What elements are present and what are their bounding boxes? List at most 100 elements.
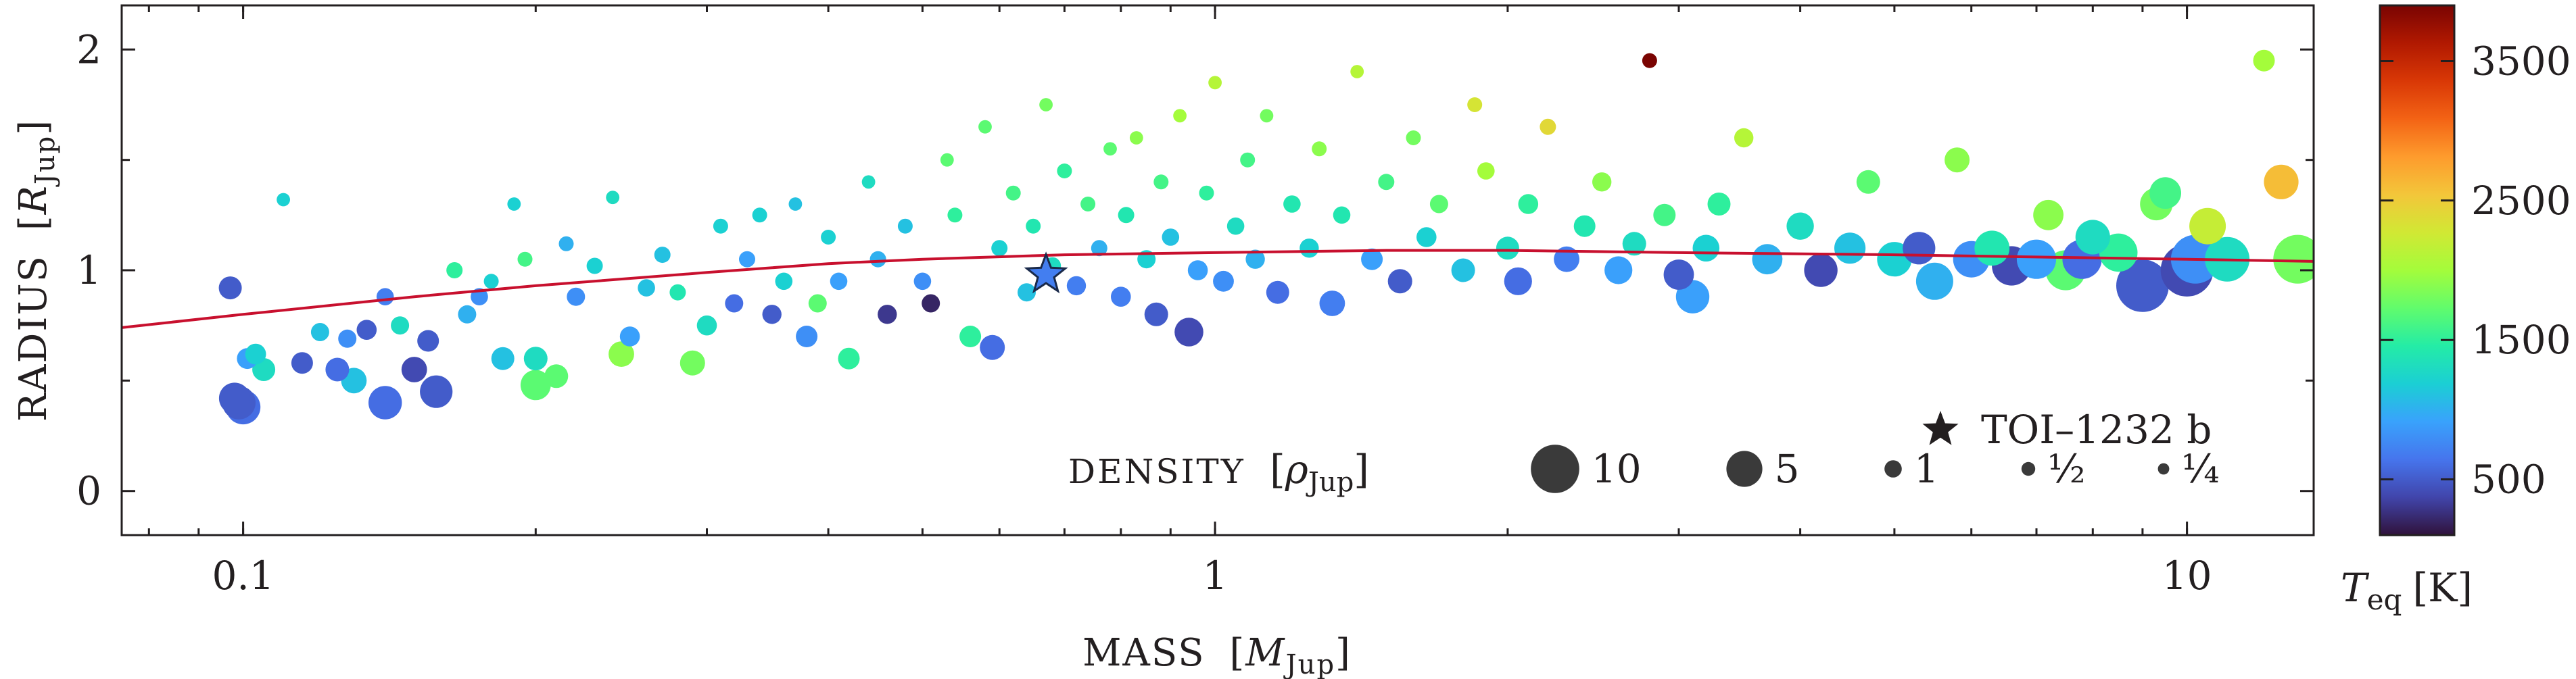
- y-tick-label: 2: [76, 26, 101, 72]
- data-point: [679, 350, 705, 376]
- data-point: [567, 287, 586, 306]
- x-tick-labels: 0.1 1 10: [212, 553, 2212, 599]
- legend-size-marker: [2157, 463, 2170, 475]
- data-point: [897, 218, 913, 234]
- data-point: [356, 320, 377, 341]
- data-point: [2016, 239, 2057, 279]
- data-point: [523, 347, 548, 371]
- colorbar-label-unit: [K]: [2412, 565, 2473, 611]
- data-point: [913, 272, 932, 291]
- legend-size-label: 10: [1592, 446, 1642, 492]
- data-point: [1540, 118, 1556, 135]
- y-axis-label: RADIUS [RJup]: [11, 119, 61, 422]
- y-tick-label: 1: [76, 247, 101, 293]
- data-point: [507, 197, 521, 211]
- data-point: [739, 251, 755, 268]
- toi-1232b-star-marker: [1024, 251, 1068, 294]
- data-point: [1018, 283, 1036, 302]
- colorbar-tick-label: 2500: [2471, 178, 2571, 224]
- data-point: [1496, 236, 1519, 260]
- data-point: [669, 284, 686, 301]
- data-point: [1066, 276, 1087, 296]
- legend-size-entries: 10 5 1 ½ ¼: [1531, 445, 2220, 493]
- data-point: [991, 240, 1008, 257]
- data-point: [517, 251, 533, 267]
- data-point: [1467, 97, 1483, 112]
- legend-size-marker: [1531, 445, 1579, 493]
- data-point: [310, 323, 329, 341]
- data-point: [1103, 142, 1117, 156]
- plot-area: [120, 4, 2315, 536]
- data-point: [1187, 260, 1208, 280]
- data-point: [2189, 207, 2226, 245]
- data-point: [762, 305, 782, 324]
- data-point: [446, 262, 463, 278]
- x-tick-label: 1: [1203, 553, 1228, 599]
- data-point: [1118, 207, 1135, 224]
- data-point: [291, 352, 313, 374]
- data-point: [619, 326, 640, 347]
- data-point: [1039, 98, 1053, 111]
- legend-unit-sub: Jup: [1306, 467, 1354, 498]
- data-point: [586, 257, 603, 274]
- x-tick-label: 10: [2162, 553, 2212, 599]
- data-point: [1406, 130, 1421, 145]
- data-point: [1622, 232, 1646, 256]
- x-axis-label-name: MASS: [1082, 631, 1206, 675]
- legend-size-label: ½: [2047, 446, 2085, 492]
- data-point: [1005, 185, 1021, 201]
- data-point: [861, 175, 876, 189]
- data-point: [922, 294, 940, 313]
- data-point: [1903, 232, 1936, 265]
- data-point: [391, 316, 410, 335]
- data-point: [1786, 212, 1814, 240]
- data-point: [338, 329, 357, 348]
- legend-size-marker: [1884, 460, 1902, 478]
- data-point: [1283, 195, 1301, 213]
- data-point: [1752, 244, 1783, 275]
- colorbar-tick-label: 500: [2471, 457, 2546, 503]
- data-point: [417, 330, 439, 352]
- data-point: [401, 357, 427, 382]
- data-point: [869, 251, 886, 268]
- legend-title: DENSITY [ρJup]: [1068, 447, 1369, 498]
- data-point: [245, 343, 266, 365]
- data-point: [1312, 141, 1327, 157]
- data-point: [420, 375, 453, 408]
- data-point: [1974, 230, 2010, 266]
- data-point: [1945, 147, 1970, 173]
- legend-size-marker: [2021, 461, 2036, 476]
- data-point: [2033, 199, 2064, 230]
- data-point: [1260, 109, 1274, 123]
- data-point: [1091, 240, 1107, 257]
- data-point: [1361, 248, 1383, 270]
- mass-radius-curve: [122, 249, 2314, 329]
- data-point: [1477, 162, 1495, 180]
- data-point: [1653, 203, 1676, 226]
- colorbar-tick-label: 3500: [2471, 39, 2571, 84]
- data-point: [1692, 234, 1720, 262]
- data-point: [1144, 302, 1168, 326]
- data-point: [940, 153, 954, 167]
- data-point: [1573, 215, 1596, 237]
- colorbar-gradient: [2379, 4, 2456, 536]
- data-point: [1429, 195, 1448, 213]
- data-point: [218, 276, 242, 300]
- data-point: [1592, 172, 1612, 192]
- data-point: [1199, 185, 1214, 201]
- data-point: [1804, 253, 1838, 287]
- data-point: [520, 370, 551, 401]
- colorbar-tick-label: 1500: [2471, 317, 2571, 363]
- data-point: [544, 364, 569, 388]
- data-point: [1504, 267, 1532, 295]
- data-point: [1707, 193, 1731, 216]
- x-axis-label: MASS [MJup]: [1082, 631, 1352, 679]
- data-point: [1245, 249, 1265, 269]
- data-point: [1378, 174, 1395, 191]
- data-point: [1333, 206, 1351, 224]
- data-point: [725, 294, 744, 313]
- data-point: [2149, 177, 2182, 209]
- data-point: [947, 207, 963, 223]
- y-tick-label: 0: [76, 468, 101, 514]
